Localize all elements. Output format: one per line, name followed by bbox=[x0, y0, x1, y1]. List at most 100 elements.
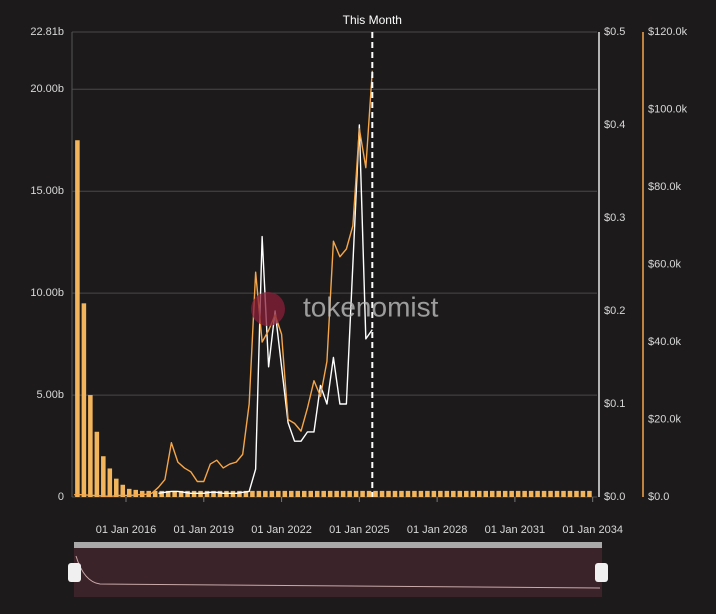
bar bbox=[165, 490, 171, 497]
y2-tick-label: $0.5 bbox=[604, 26, 625, 38]
bar bbox=[535, 490, 540, 497]
bar bbox=[392, 490, 398, 497]
bar bbox=[243, 490, 249, 497]
y2-tick-label: $0.4 bbox=[604, 119, 625, 131]
y3-tick-label: $40.0k bbox=[648, 336, 682, 348]
y-tick-label: 15.00b bbox=[30, 185, 64, 197]
line bbox=[74, 70, 374, 497]
y2-tick-label: $0.0 bbox=[604, 491, 625, 503]
bar bbox=[81, 303, 87, 497]
bar bbox=[107, 468, 113, 497]
y-tick-label: 22.81b bbox=[30, 26, 64, 38]
bar bbox=[133, 489, 139, 497]
bar bbox=[366, 490, 372, 497]
x-tick-label: 01 Jan 2031 bbox=[485, 524, 546, 536]
bar bbox=[587, 490, 592, 497]
bar bbox=[405, 490, 411, 497]
bar bbox=[327, 490, 333, 497]
bar bbox=[301, 490, 307, 497]
y3-tick-label: $120.0k bbox=[648, 26, 688, 38]
x-tick-label: 01 Jan 2019 bbox=[174, 524, 235, 536]
bar bbox=[496, 490, 501, 497]
watermark-text: tokenomist bbox=[303, 291, 439, 322]
bar bbox=[159, 490, 164, 497]
bar bbox=[172, 490, 177, 497]
x-tick-label: 01 Jan 2016 bbox=[96, 524, 157, 536]
bar bbox=[360, 490, 365, 497]
bar bbox=[204, 490, 210, 497]
bar bbox=[502, 490, 508, 497]
bar bbox=[567, 490, 573, 497]
bar bbox=[522, 490, 527, 497]
bar bbox=[94, 431, 100, 497]
watermark-logo bbox=[251, 292, 285, 326]
bar bbox=[418, 490, 424, 497]
bar bbox=[256, 490, 262, 497]
watermark: tokenomist bbox=[251, 291, 439, 326]
bar bbox=[373, 490, 378, 497]
bar bbox=[580, 490, 586, 497]
bar bbox=[314, 490, 320, 497]
bar bbox=[541, 490, 547, 497]
bar bbox=[237, 490, 242, 497]
navigator-handle-right[interactable] bbox=[595, 563, 608, 582]
bar bbox=[489, 490, 495, 497]
bar bbox=[276, 490, 281, 497]
bar bbox=[211, 490, 216, 497]
navigator-panel bbox=[74, 542, 602, 597]
bar bbox=[308, 490, 314, 497]
bar bbox=[399, 490, 404, 497]
bar bbox=[321, 490, 326, 497]
navigator-preview bbox=[75, 555, 601, 589]
bar bbox=[295, 490, 301, 497]
bar bbox=[263, 490, 268, 497]
bar bbox=[470, 490, 476, 497]
annotation-label: This Month bbox=[343, 13, 402, 27]
y3-tick-label: $0.0 bbox=[648, 491, 669, 503]
bar bbox=[126, 488, 132, 497]
y2-tick-label: $0.2 bbox=[604, 305, 625, 317]
bar bbox=[438, 490, 443, 497]
y3-tick-label: $100.0k bbox=[648, 103, 688, 115]
bar bbox=[334, 490, 339, 497]
bar bbox=[347, 490, 352, 497]
y2-tick-label: $0.3 bbox=[604, 212, 625, 224]
bar bbox=[528, 490, 534, 497]
bar bbox=[250, 490, 255, 497]
bar bbox=[457, 490, 463, 497]
y-tick-label: 10.00b bbox=[30, 287, 64, 299]
bar bbox=[476, 490, 482, 497]
bar bbox=[120, 484, 126, 497]
bar bbox=[561, 490, 566, 497]
bar bbox=[178, 490, 184, 497]
bar bbox=[353, 490, 359, 497]
bar bbox=[515, 490, 521, 497]
bar bbox=[75, 140, 80, 497]
bar bbox=[269, 490, 275, 497]
y2-tick-label: $0.1 bbox=[604, 398, 625, 410]
y-tick-label: 0 bbox=[58, 491, 64, 503]
bar bbox=[548, 490, 553, 497]
bar bbox=[412, 490, 417, 497]
navigator bbox=[68, 542, 608, 597]
y3-tick-label: $80.0k bbox=[648, 181, 682, 193]
y3-tick-label: $60.0k bbox=[648, 258, 682, 270]
bar bbox=[282, 490, 288, 497]
navigator-scrollbar[interactable] bbox=[74, 542, 602, 548]
bar bbox=[88, 395, 93, 497]
bar bbox=[289, 490, 294, 497]
x-tick-label: 01 Jan 2028 bbox=[407, 524, 468, 536]
bar bbox=[554, 490, 560, 497]
navigator-handle-left[interactable] bbox=[68, 563, 81, 582]
x-tick-label: 01 Jan 2025 bbox=[329, 524, 390, 536]
y-tick-label: 20.00b bbox=[30, 83, 64, 95]
x-tick-label: 01 Jan 2022 bbox=[251, 524, 312, 536]
bar bbox=[451, 490, 456, 497]
y3-tick-label: $20.0k bbox=[648, 413, 682, 425]
bar bbox=[444, 490, 450, 497]
bar bbox=[464, 490, 469, 497]
bar bbox=[386, 490, 391, 497]
